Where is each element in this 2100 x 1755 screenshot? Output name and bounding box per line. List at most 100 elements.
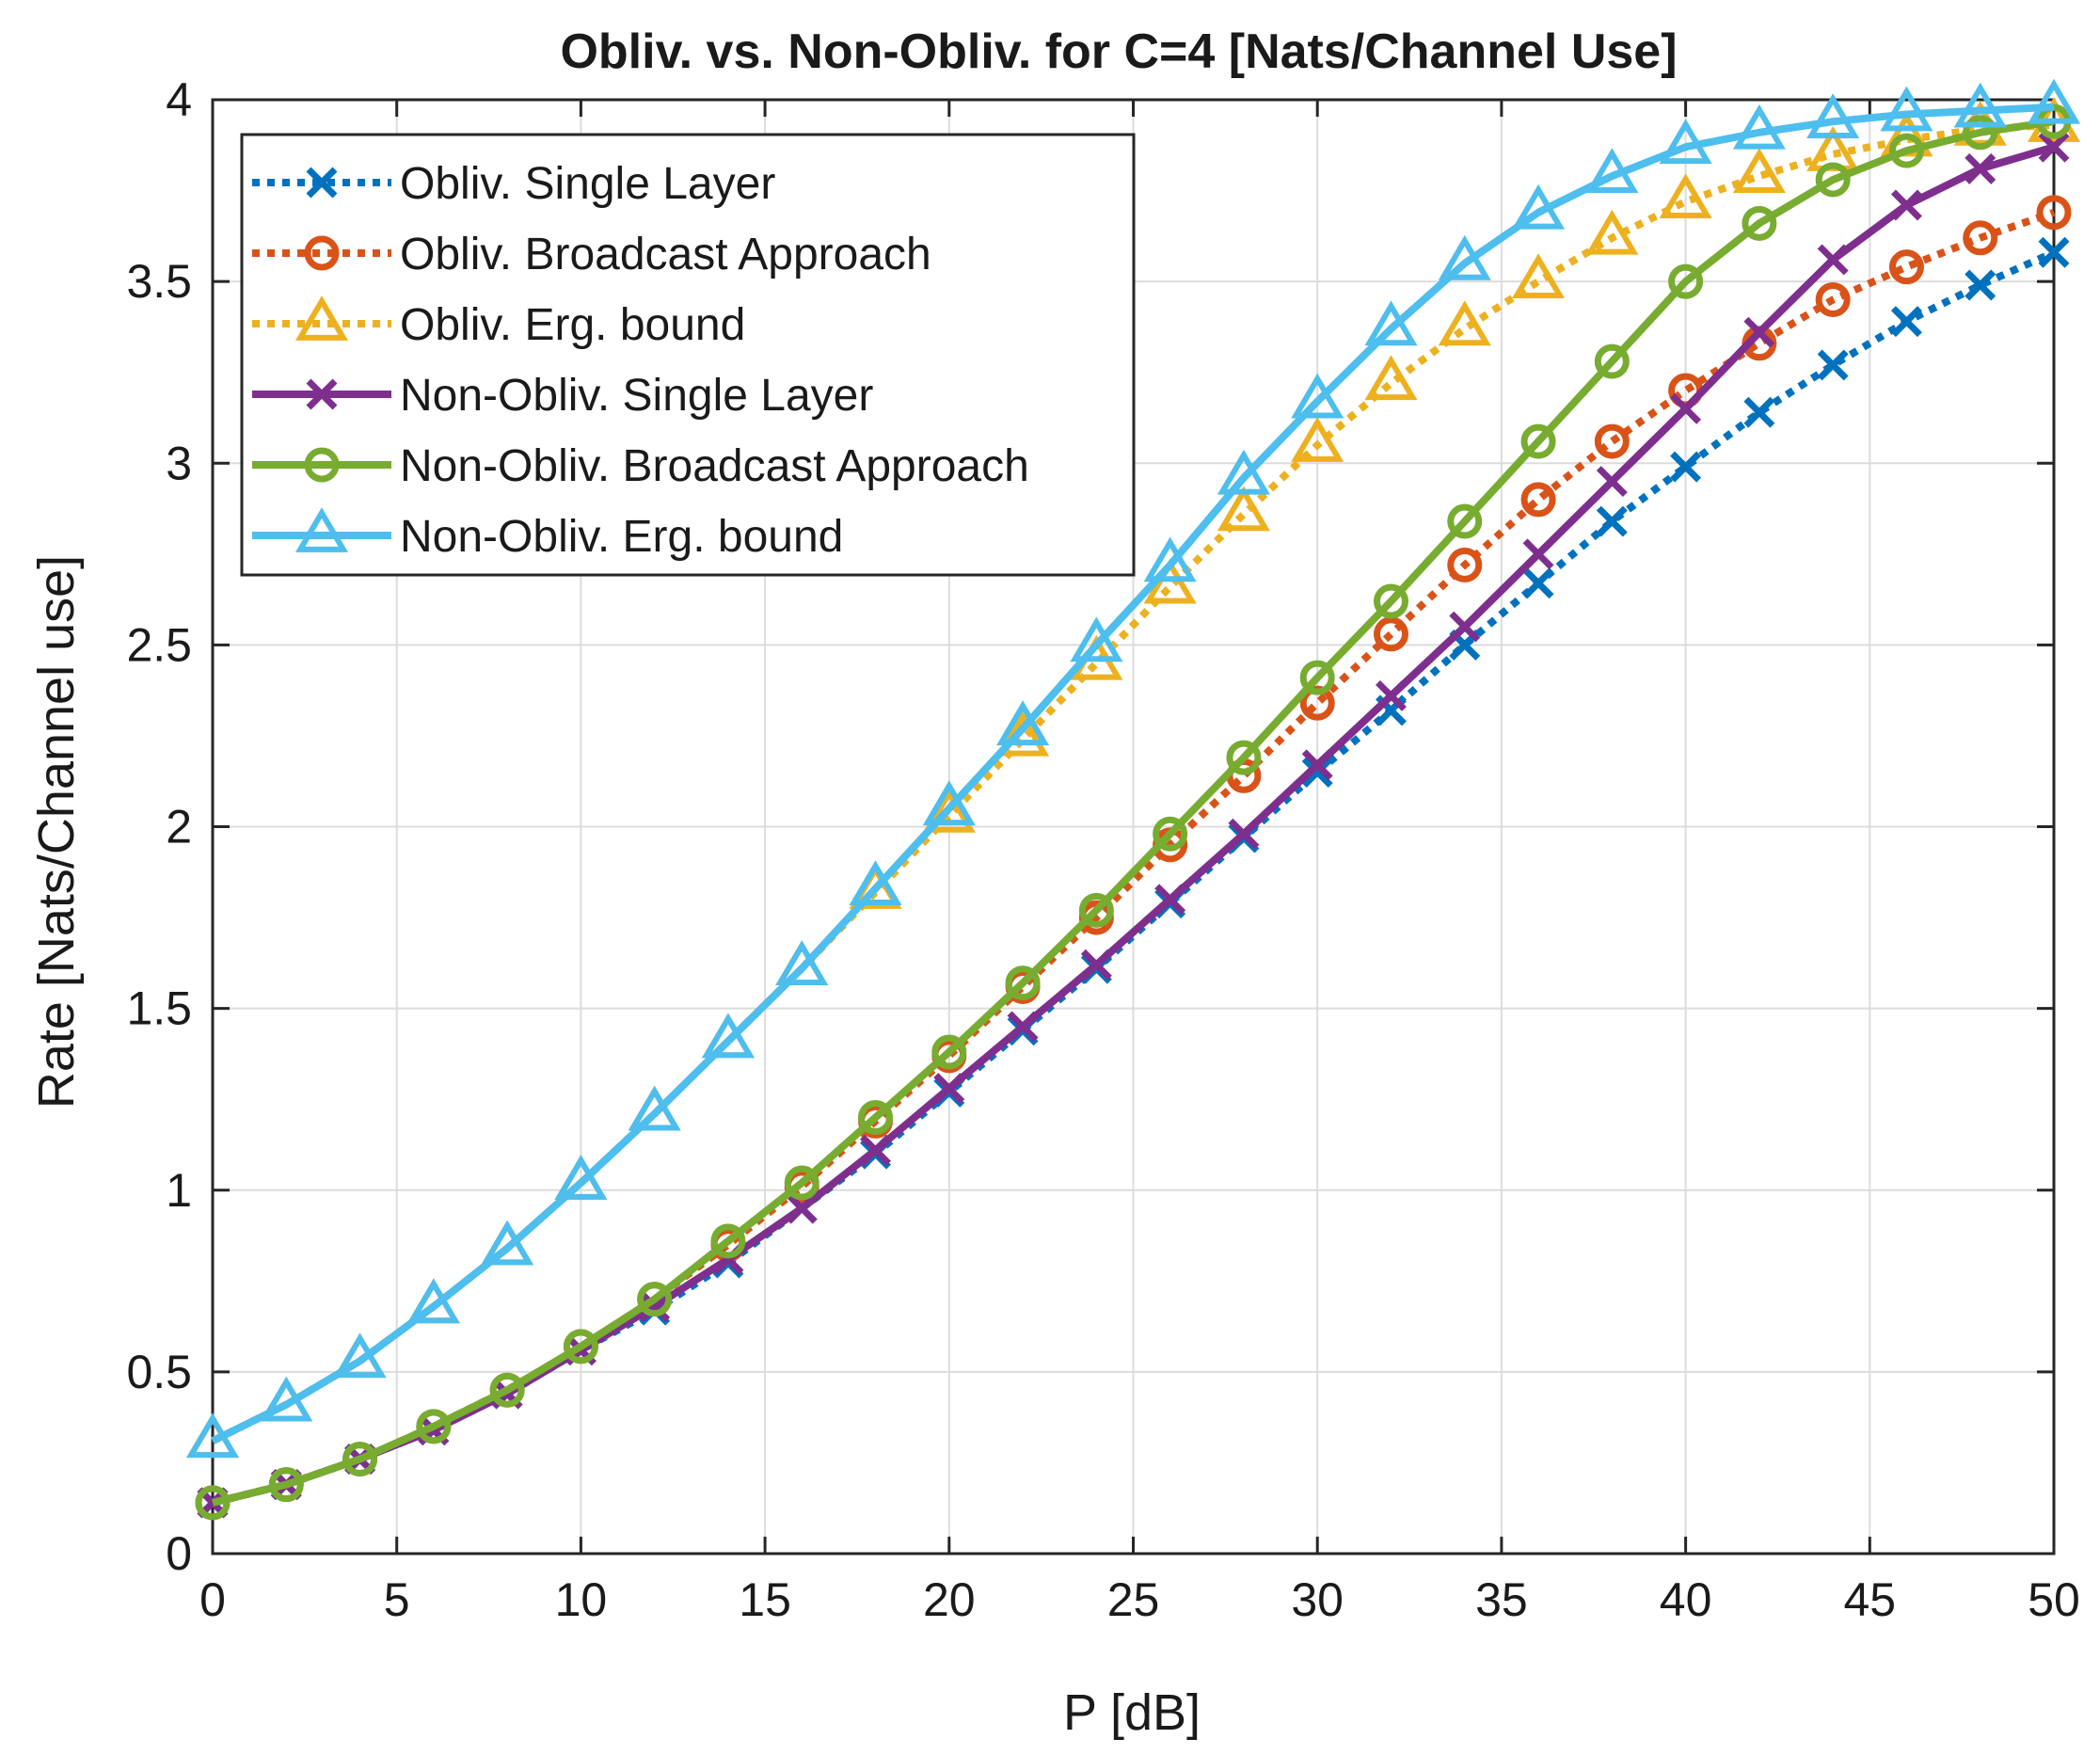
data-point	[1520, 482, 1556, 518]
legend-label: Obliv. Single Layer	[400, 159, 775, 209]
x-tick-label: 10	[555, 1573, 608, 1626]
data-point	[1299, 660, 1335, 695]
data-point	[931, 1034, 967, 1070]
x-tick-label: 50	[2028, 1573, 2080, 1626]
y-tick-label: 0	[166, 1527, 192, 1580]
data-point	[185, 1412, 240, 1459]
y-tick-label: 3	[166, 437, 192, 489]
data-point	[1732, 104, 1786, 150]
data-point	[996, 700, 1050, 746]
data-point	[1438, 234, 1491, 280]
data-point	[1512, 253, 1566, 299]
data-point	[786, 1192, 818, 1224]
data-point	[1815, 162, 1851, 198]
legend-marker	[306, 167, 338, 199]
legend-marker	[304, 235, 340, 271]
x-tick-label: 20	[923, 1573, 976, 1626]
series-6	[185, 78, 2081, 1459]
series-5	[195, 104, 2072, 1521]
data-point	[1447, 547, 1483, 582]
data-point	[860, 1134, 891, 1166]
data-point	[1364, 355, 1418, 401]
data-point	[1153, 816, 1188, 852]
data-point	[1226, 740, 1262, 775]
data-point	[1522, 567, 1554, 599]
data-point	[1438, 300, 1491, 346]
data-point	[1520, 423, 1556, 459]
data-point	[1447, 503, 1483, 539]
x-tick-label: 35	[1475, 1573, 1528, 1626]
data-point	[1228, 818, 1260, 850]
legend-label: Non-Obliv. Erg. bound	[400, 512, 843, 562]
data-point	[1449, 611, 1481, 643]
data-point	[849, 860, 902, 906]
data-point	[1817, 244, 1849, 276]
data-point	[1594, 343, 1630, 379]
data-point	[195, 1485, 231, 1521]
data-point	[1078, 892, 1114, 928]
legend-entry: Obliv. Erg. bound	[252, 295, 745, 350]
data-point	[2027, 78, 2081, 124]
data-point	[1742, 205, 1777, 241]
y-tick-label: 3.5	[126, 255, 192, 308]
data-point	[406, 1278, 460, 1324]
data-point	[922, 780, 976, 826]
data-point	[1888, 249, 1924, 285]
data-point	[1890, 189, 1922, 221]
data-point	[1888, 133, 1924, 168]
legend-entry: Obliv. Single Layer	[252, 159, 775, 209]
data-point	[268, 1467, 304, 1503]
data-point	[1301, 757, 1333, 789]
data-point	[637, 1282, 673, 1317]
data-point	[1005, 965, 1041, 1001]
x-tick-label: 30	[1291, 1573, 1344, 1626]
data-point	[1585, 209, 1639, 255]
legend-entry: Non-Obliv. Erg. bound	[252, 507, 843, 562]
series-line	[211, 121, 2055, 1444]
data-point	[1806, 93, 1860, 139]
data-point	[1670, 392, 1702, 424]
data-point	[1154, 884, 1186, 916]
data-point	[563, 1329, 598, 1364]
data-point	[1965, 269, 1997, 301]
x-axis-label: P [dB]	[1063, 1684, 1201, 1741]
data-point	[858, 1100, 894, 1135]
data-point	[489, 1372, 525, 1408]
data-point	[1522, 538, 1554, 570]
data-point	[1659, 119, 1712, 165]
data-point	[1890, 306, 1922, 338]
data-point	[701, 1013, 755, 1059]
x-tick-label: 15	[739, 1573, 791, 1626]
data-point	[1743, 316, 1775, 348]
chart-title: Obliv. vs. Non-Obliv. for C=4 [Nats/Chan…	[560, 24, 1677, 79]
y-tick-label: 0.5	[126, 1346, 192, 1398]
data-point	[1743, 396, 1775, 428]
data-point	[2038, 131, 2070, 163]
data-point	[1817, 349, 1849, 381]
legend-label: Non-Obliv. Single Layer	[400, 371, 873, 421]
data-point	[1732, 148, 1786, 193]
data-point	[260, 1376, 313, 1422]
data-point	[554, 1155, 608, 1200]
data-point	[1217, 486, 1270, 532]
legend-label: Obliv. Broadcast Approach	[400, 230, 931, 279]
data-point	[1963, 220, 1998, 256]
legend-marker	[306, 378, 338, 410]
legend-entry: Non-Obliv. Single Layer	[252, 371, 873, 421]
data-point	[1596, 505, 1628, 537]
y-tick-label: 4	[166, 73, 192, 126]
data-point	[333, 1332, 387, 1379]
data-point	[342, 1442, 378, 1477]
data-point	[416, 1409, 452, 1444]
data-point	[710, 1223, 746, 1259]
data-point	[2036, 195, 2072, 231]
data-point	[1070, 616, 1123, 662]
legend-entry: Obliv. Broadcast Approach	[252, 230, 931, 279]
x-tick-label: 25	[1107, 1573, 1160, 1626]
legend-label: Non-Obliv. Broadcast Approach	[400, 441, 1029, 491]
data-point	[1364, 300, 1418, 346]
data-point	[481, 1220, 534, 1266]
data-point	[784, 1165, 819, 1201]
x-tick-label: 45	[1843, 1573, 1896, 1626]
